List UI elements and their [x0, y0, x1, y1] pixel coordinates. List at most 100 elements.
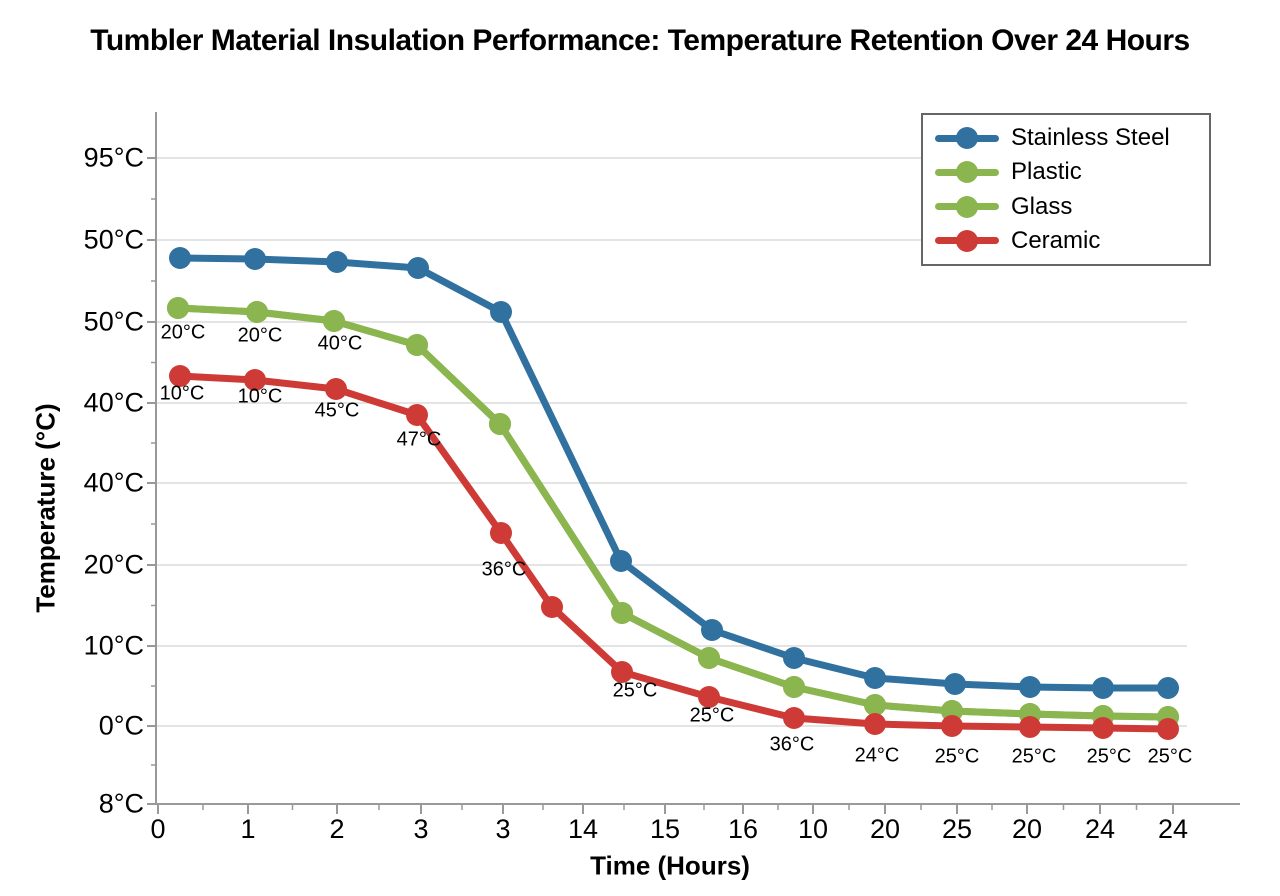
- data-point-ceramic[interactable]: [490, 522, 512, 544]
- legend-dot-icon: [956, 127, 978, 150]
- data-point-stainless-steel[interactable]: [1157, 677, 1179, 699]
- data-point-stainless-steel[interactable]: [610, 550, 632, 572]
- data-point-stainless-steel[interactable]: [244, 248, 266, 270]
- legend-item-plastic[interactable]: Plastic: [923, 155, 1209, 189]
- legend-label: Stainless Steel: [1011, 124, 1170, 152]
- data-point-stainless-steel[interactable]: [783, 647, 805, 669]
- data-point-glass[interactable]: [864, 694, 886, 716]
- data-point-glass[interactable]: [246, 301, 268, 323]
- y-tick-label: 8°C: [98, 788, 144, 819]
- point-value-annotation: 25°C: [1086, 745, 1132, 768]
- data-point-ceramic[interactable]: [406, 404, 428, 426]
- y-axis-title: Temperature (°C): [30, 403, 61, 613]
- point-value-annotation: 20°C: [160, 321, 206, 344]
- data-point-stainless-steel[interactable]: [407, 257, 429, 279]
- x-tick-label: 3: [413, 814, 429, 844]
- legend-dot-icon: [956, 229, 978, 252]
- data-point-ceramic[interactable]: [1092, 717, 1114, 739]
- y-tick-label: 40°C: [83, 387, 144, 418]
- series-line-plastic: [174, 304, 1172, 721]
- x-tick-label: 2: [329, 814, 345, 844]
- data-point-ceramic[interactable]: [169, 365, 191, 387]
- data-point-stainless-steel[interactable]: [169, 247, 191, 269]
- y-tick-label: 95°C: [83, 142, 144, 173]
- point-value-annotation: 25°C: [689, 704, 735, 727]
- x-tick-label: 24: [1084, 814, 1116, 844]
- x-tick-label: 14: [567, 814, 599, 844]
- legend-line-swatch: [935, 229, 999, 252]
- point-value-annotation: 25°C: [1147, 745, 1193, 768]
- legend-item-stainless-steel[interactable]: Stainless Steel: [923, 121, 1209, 155]
- x-tick-label: 20: [869, 814, 901, 844]
- legend-line-swatch: [935, 195, 999, 218]
- point-value-annotation: 20°C: [237, 324, 283, 347]
- x-tick-label: 10: [797, 814, 829, 844]
- legend-label: Glass: [1011, 192, 1073, 220]
- point-value-annotation: 10°C: [159, 382, 205, 405]
- x-tick-label: 16: [727, 814, 759, 844]
- x-tick-label: 15: [649, 814, 681, 844]
- data-point-ceramic[interactable]: [1157, 718, 1179, 740]
- data-point-ceramic[interactable]: [325, 378, 347, 400]
- legend-label: Plastic: [1011, 158, 1082, 186]
- data-point-glass[interactable]: [698, 647, 720, 669]
- data-point-ceramic[interactable]: [864, 713, 886, 735]
- data-point-glass[interactable]: [167, 297, 189, 319]
- data-point-stainless-steel[interactable]: [944, 673, 966, 695]
- chart-title: Tumbler Material Insulation Performance:…: [90, 24, 1190, 57]
- series-line-ceramic: [176, 372, 1172, 733]
- legend-item-glass[interactable]: Glass: [923, 190, 1209, 224]
- data-point-stainless-steel[interactable]: [1019, 676, 1041, 698]
- data-point-stainless-steel[interactable]: [701, 619, 723, 641]
- point-value-annotation: 25°C: [612, 679, 658, 702]
- data-point-glass[interactable]: [611, 602, 633, 624]
- x-tick-label: 0: [150, 814, 166, 844]
- legend-item-ceramic[interactable]: Ceramic: [923, 224, 1209, 258]
- data-point-stainless-steel[interactable]: [490, 301, 512, 323]
- y-tick-label: 50°C: [83, 224, 144, 255]
- data-point-ceramic[interactable]: [244, 369, 266, 391]
- y-tick-label: 40°C: [83, 467, 144, 498]
- data-point-glass[interactable]: [323, 310, 345, 332]
- x-tick-label: 1: [240, 814, 256, 844]
- data-point-ceramic[interactable]: [698, 686, 720, 708]
- y-tick-label: 10°C: [83, 630, 144, 661]
- point-value-annotation: 45°C: [314, 399, 360, 422]
- point-value-annotation: 10°C: [237, 385, 283, 408]
- x-tick-label: 25: [941, 814, 973, 844]
- legend-dot-icon: [956, 161, 978, 184]
- data-point-glass[interactable]: [406, 334, 428, 356]
- legend-line-swatch: [935, 127, 999, 150]
- x-axis-title: Time (Hours): [590, 850, 750, 881]
- data-point-ceramic[interactable]: [541, 596, 563, 618]
- point-value-annotation: 25°C: [1011, 745, 1057, 768]
- data-point-ceramic[interactable]: [783, 707, 805, 729]
- x-tick-label: 20: [1011, 814, 1043, 844]
- point-value-annotation: 24°C: [854, 744, 900, 767]
- legend: Stainless Steel Plastic Glass Ceramic: [921, 113, 1211, 266]
- y-tick-label: 0°C: [98, 710, 144, 741]
- y-tick-label: 50°C: [83, 306, 144, 337]
- data-point-stainless-steel[interactable]: [864, 667, 886, 689]
- data-point-glass[interactable]: [783, 676, 805, 698]
- point-value-annotation: 36°C: [769, 733, 815, 756]
- point-value-annotation: 47°C: [396, 428, 442, 451]
- legend-label: Ceramic: [1011, 226, 1101, 254]
- series-line-glass: [174, 304, 1172, 721]
- data-point-ceramic[interactable]: [1019, 716, 1041, 738]
- y-tick-label: 20°C: [83, 549, 144, 580]
- x-tick-label: 3: [495, 814, 511, 844]
- data-point-ceramic[interactable]: [941, 715, 963, 737]
- legend-line-swatch: [935, 161, 999, 184]
- point-value-annotation: 36°C: [481, 558, 527, 581]
- data-point-glass[interactable]: [489, 413, 511, 435]
- data-point-ceramic[interactable]: [611, 661, 633, 683]
- legend-dot-icon: [956, 195, 978, 218]
- point-value-annotation: 25°C: [934, 745, 980, 768]
- data-point-stainless-steel[interactable]: [1092, 677, 1114, 699]
- point-value-annotation: 40°C: [317, 332, 363, 355]
- x-tick-label: 24: [1157, 814, 1189, 844]
- data-point-stainless-steel[interactable]: [326, 251, 348, 273]
